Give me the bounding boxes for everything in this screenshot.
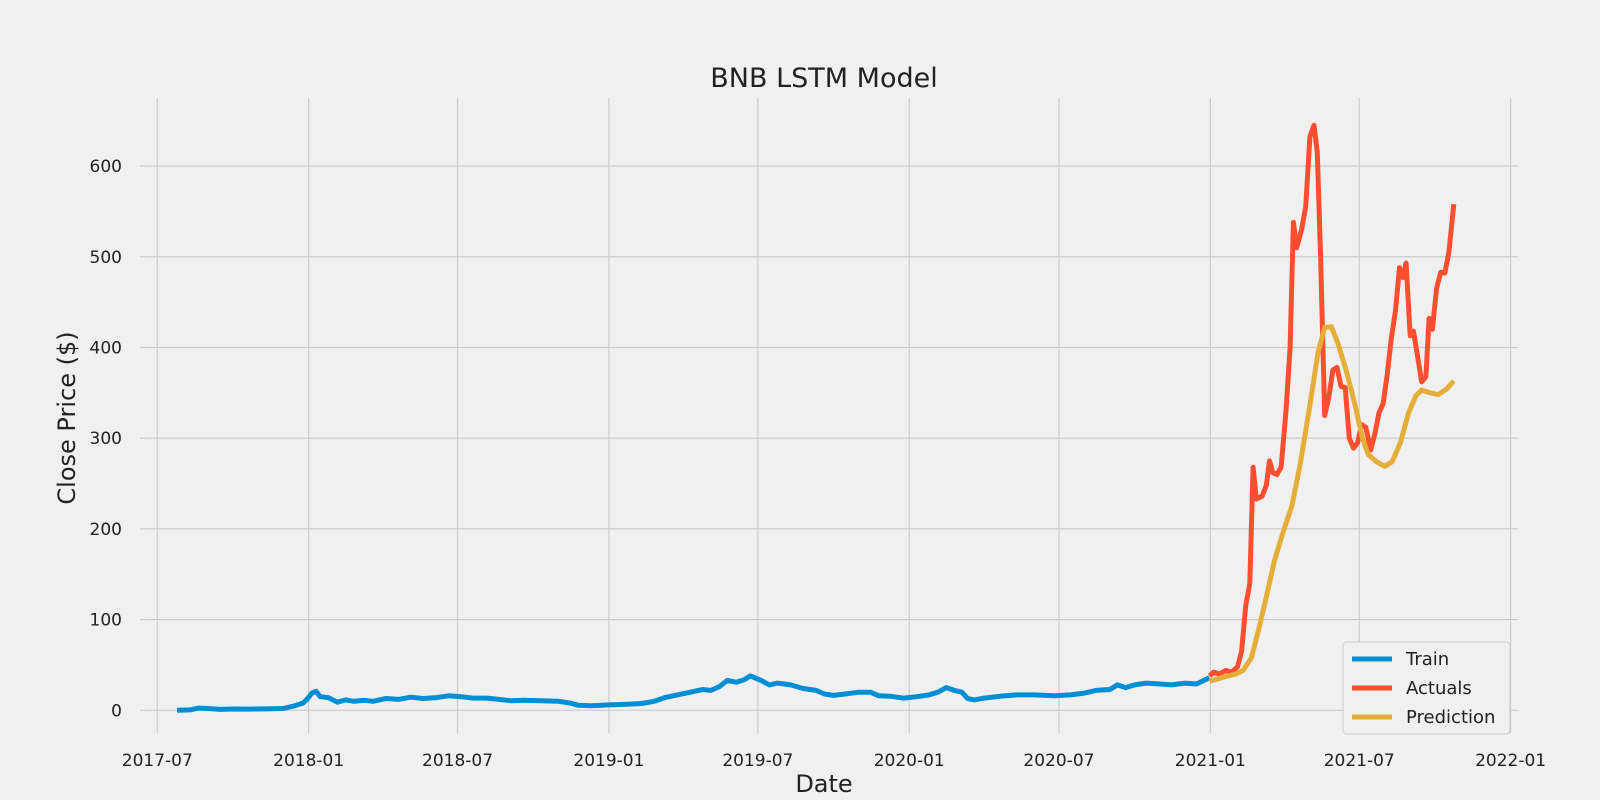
legend-box xyxy=(1342,641,1511,735)
x-tick-label: 2020-07 xyxy=(1023,751,1094,771)
horizontal-gridlines xyxy=(140,165,1518,711)
x-tick-label: 2017-07 xyxy=(122,751,193,771)
x-tick-label: 2021-01 xyxy=(1175,751,1246,771)
y-tick-label: 0 xyxy=(111,701,122,721)
y-tick-label: 100 xyxy=(90,611,122,631)
y-tick-label: 300 xyxy=(90,429,122,449)
legend-label-prediction: Prediction xyxy=(1406,707,1495,728)
legend-label-train: Train xyxy=(1405,649,1449,670)
series-line-prediction xyxy=(1208,324,1456,684)
x-tick-label: 2022-01 xyxy=(1475,751,1546,771)
legend-label-actuals: Actuals xyxy=(1406,678,1472,699)
series-lines xyxy=(176,122,1457,713)
y-tick-label: 600 xyxy=(90,157,122,177)
legend: Train Actuals Prediction xyxy=(1342,641,1511,735)
y-tick-label: 500 xyxy=(90,248,122,268)
chart-title: BNB LSTM Model xyxy=(710,63,937,94)
y-tick-label: 200 xyxy=(90,520,122,540)
x-axis-tick-labels: 2017-07 2018-01 2018-07 2019-01 2019-07 2020-… xyxy=(122,751,1546,771)
series-line-train xyxy=(176,673,1211,713)
x-tick-label: 2021-07 xyxy=(1324,751,1395,771)
y-axis-label: Close Price ($) xyxy=(53,331,81,504)
series-line-actuals xyxy=(1207,122,1457,678)
x-axis-label: Date xyxy=(795,770,852,798)
x-tick-label: 2020-01 xyxy=(874,751,945,771)
x-tick-label: 2018-07 xyxy=(422,751,493,771)
x-tick-label: 2019-01 xyxy=(573,751,644,771)
x-tick-label: 2019-07 xyxy=(722,751,793,771)
y-axis-tick-labels: 0 100 200 300 400 500 600 xyxy=(90,157,122,721)
vertical-gridlines xyxy=(156,98,1512,733)
y-tick-label: 400 xyxy=(90,338,122,358)
x-tick-label: 2018-01 xyxy=(273,751,344,771)
